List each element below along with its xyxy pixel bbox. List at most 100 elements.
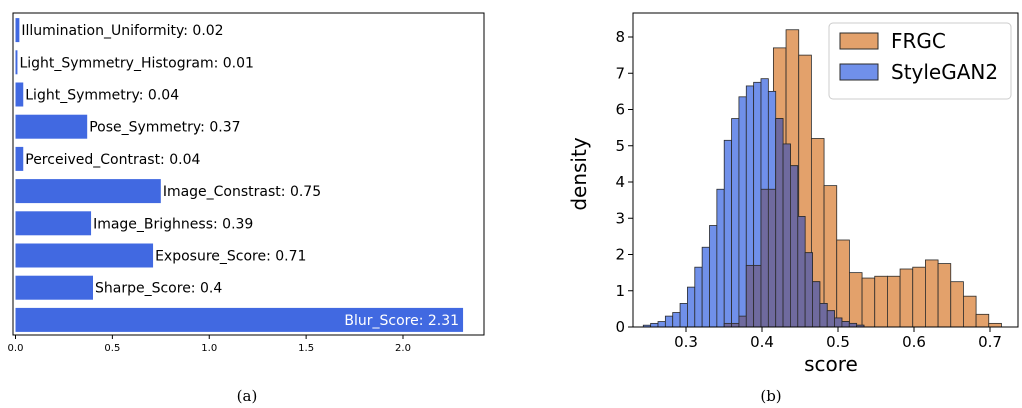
legend-label: StyleGAN2 xyxy=(891,60,998,84)
bar-series xyxy=(15,18,464,332)
bar-label: Sharpe_Score: 0.4 xyxy=(95,281,222,297)
x-tick-label: 0.3 xyxy=(674,333,698,351)
x-tick-label: 1.5 xyxy=(298,343,314,354)
x-tick-label: 0.4 xyxy=(750,333,774,351)
bar xyxy=(15,146,24,171)
overlap-bar xyxy=(812,281,821,328)
histogram-bar xyxy=(849,272,863,328)
y-tick-label: 1 xyxy=(615,282,625,300)
bar xyxy=(15,275,93,300)
histogram-bar xyxy=(716,188,725,328)
histogram-bar xyxy=(664,315,674,328)
x-tick-label: 0.0 xyxy=(8,343,24,354)
bar-label: Exposure_Score: 0.71 xyxy=(155,249,306,265)
histogram-bar xyxy=(988,322,1002,328)
histogram-bar xyxy=(738,96,747,328)
bar xyxy=(15,243,154,268)
histogram-bar xyxy=(672,312,681,328)
histogram-bar xyxy=(874,275,888,328)
y-tick-label: 2 xyxy=(615,246,625,264)
histogram-bar xyxy=(887,275,901,328)
histogram-bar xyxy=(925,259,939,328)
overlap-bar xyxy=(782,143,791,328)
overlap-bar xyxy=(841,321,850,328)
histogram-bar xyxy=(950,281,964,328)
overlap-bar xyxy=(767,188,777,328)
histogram-bar xyxy=(975,313,990,328)
histogram-bar xyxy=(731,118,740,328)
overlap-bar xyxy=(826,310,835,328)
histogram-bar xyxy=(899,268,914,328)
y-axis-label: density xyxy=(567,137,591,210)
legend-swatch xyxy=(839,63,879,81)
caption-a: (a) xyxy=(237,387,258,405)
plot-frame xyxy=(12,12,485,336)
x-tick-label: 0.7 xyxy=(978,333,1002,351)
histogram-bar xyxy=(679,303,688,328)
bar-label: Perceived_Contrast: 0.04 xyxy=(25,152,200,168)
bar xyxy=(15,211,92,236)
bar-label: Pose_Symmetry: 0.37 xyxy=(89,120,240,136)
y-tick-label: 7 xyxy=(615,64,625,82)
y-axis: 0 1 2 3 4 5 6 7 8 xyxy=(615,28,633,336)
overlap-bar xyxy=(731,322,740,328)
bar xyxy=(15,114,88,139)
bar-label: Light_Symmetry_Histogram: 0.01 xyxy=(19,55,254,71)
histogram-bar xyxy=(912,266,926,328)
overlap-bar xyxy=(797,216,806,328)
histogram-bars xyxy=(642,29,1002,328)
x-axis: 0.3 0.4 0.5 0.6 0.7 xyxy=(674,327,1002,351)
x-tick-label: 2.0 xyxy=(395,343,411,354)
bar xyxy=(15,179,161,204)
bar-label: Light_Symmetry: 0.04 xyxy=(25,88,179,104)
bar-label: Blur_Score: 2.31 xyxy=(344,313,459,329)
histogram-bar xyxy=(687,286,696,328)
histogram-bar xyxy=(657,321,666,328)
histogram-bar xyxy=(963,295,977,328)
x-tick-label: 1.0 xyxy=(201,343,217,354)
x-axis-label: score xyxy=(804,352,858,376)
overlap-bar xyxy=(848,322,858,328)
legend-swatch xyxy=(839,32,879,50)
overlap-bar xyxy=(753,264,762,328)
histogram-bar xyxy=(861,277,876,328)
histogram-bar xyxy=(709,225,718,328)
x-axis: 0.0 0.5 1.0 1.5 2.0 xyxy=(8,335,411,354)
y-tick-label: 4 xyxy=(615,173,625,191)
histogram-bar xyxy=(836,239,850,328)
overlap-bar xyxy=(804,252,813,328)
y-tick-label: 5 xyxy=(615,137,625,155)
overlap-bar xyxy=(790,165,799,328)
histogram-bar xyxy=(694,266,703,328)
y-tick-label: 6 xyxy=(615,101,625,119)
plot-frame xyxy=(632,12,1019,328)
histogram-bar xyxy=(723,139,732,328)
overlap-bar xyxy=(745,264,755,328)
bar-label-group: Illumination_Uniformity: 0.02 Light_Symme… xyxy=(19,23,459,329)
overlap-bar xyxy=(723,322,732,328)
y-tick-label: 8 xyxy=(615,28,625,46)
overlap-bar xyxy=(819,303,828,328)
overlap-bar xyxy=(760,188,769,328)
overlap-bar xyxy=(834,317,843,328)
x-tick-label: 0.5 xyxy=(104,343,120,354)
bar-label: Image_Constrast: 0.75 xyxy=(163,184,321,200)
x-tick-label: 0.5 xyxy=(826,333,850,351)
histogram-bar xyxy=(937,263,952,328)
histogram-bar xyxy=(650,322,659,328)
bar xyxy=(15,18,20,43)
x-tick-label: 0.6 xyxy=(902,333,926,351)
caption-b: (b) xyxy=(760,387,781,405)
feature-importance-bar-chart: Illumination_Uniformity: 0.02 Light_Symme… xyxy=(8,12,485,354)
bar xyxy=(15,82,24,107)
bar xyxy=(15,50,18,75)
overlap-bar xyxy=(738,315,747,328)
bar-label: Illumination_Uniformity: 0.02 xyxy=(21,23,223,39)
y-tick-label: 0 xyxy=(615,318,625,336)
legend-label: FRGC xyxy=(891,29,946,53)
bar-label: Image_Brighness: 0.39 xyxy=(93,216,253,232)
bar xyxy=(15,307,464,332)
histogram-bar xyxy=(701,246,710,328)
